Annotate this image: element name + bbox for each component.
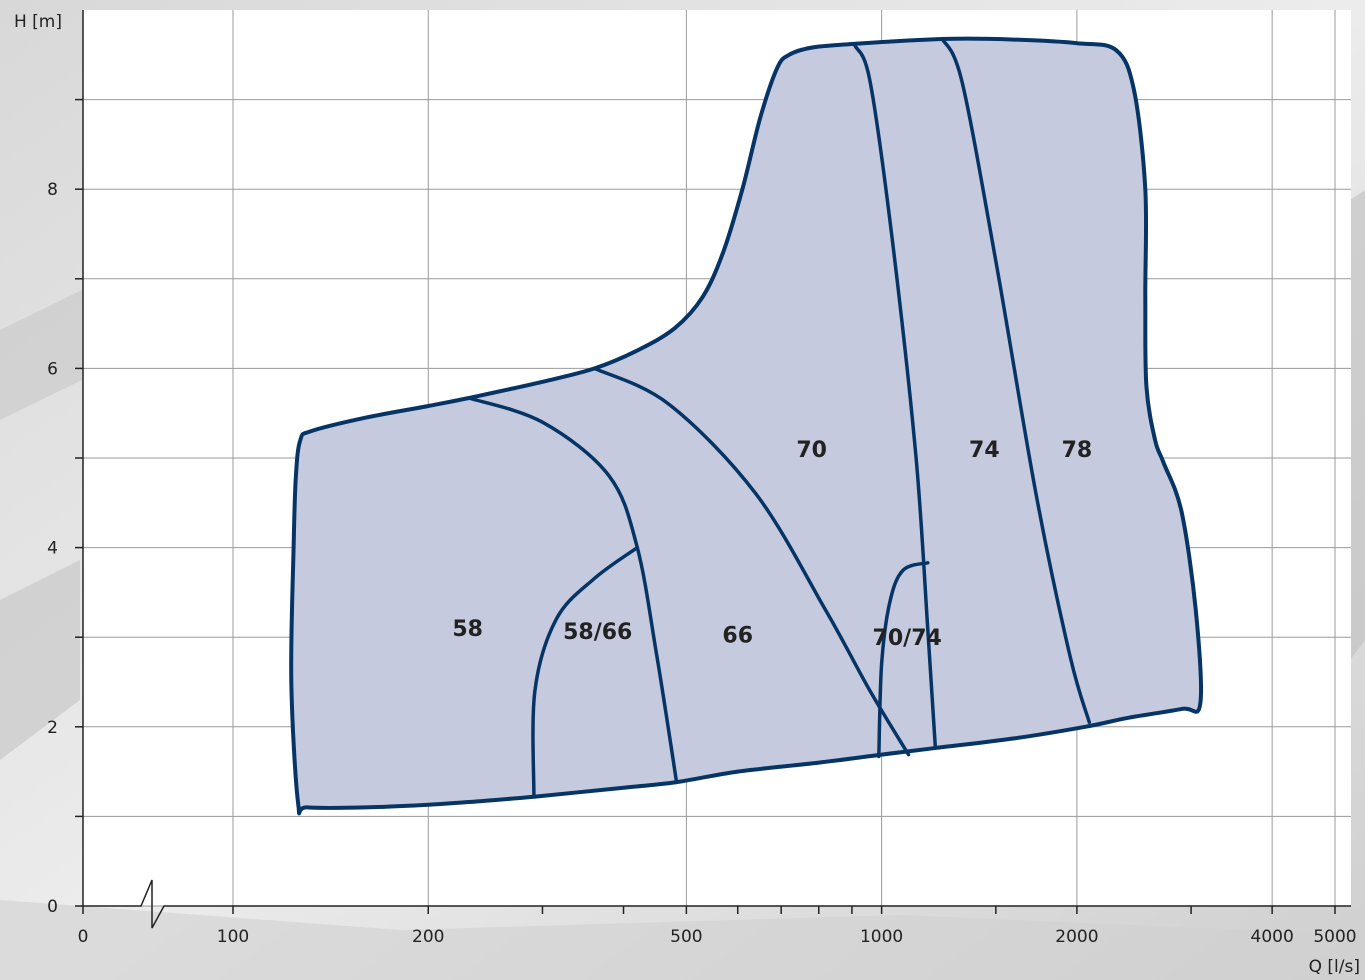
boundary-line	[877, 561, 930, 759]
y-tick-label: 0	[47, 897, 58, 917]
boundary-line	[592, 366, 911, 757]
x-tick-label: 5000	[1313, 927, 1356, 947]
region-label: 58/66	[563, 620, 632, 645]
y-tick-label: 6	[47, 359, 58, 379]
boundary-line	[467, 396, 679, 785]
x-tick-label: 0	[78, 927, 89, 947]
region-label: 70/74	[873, 626, 942, 651]
x-axis-line	[83, 879, 1351, 929]
x-tick-label: 4000	[1251, 927, 1294, 947]
x-axis-title: Q [l/s]	[1309, 957, 1360, 977]
boundary-line	[531, 545, 640, 799]
ticks: 0 100 200 500 1000 2000 4000 5000 0 2 4 6 8	[47, 98, 1357, 947]
boundary-lines	[467, 36, 1092, 799]
envelope-area	[289, 36, 1204, 816]
boundary-line	[853, 44, 938, 749]
boundary-line	[940, 36, 1092, 725]
region-labels: 58 58/66 66 70/74 70 74 78	[452, 438, 1092, 651]
x-tick-label: 500	[670, 927, 702, 947]
region-label: 58	[452, 617, 483, 642]
y-tick-label: 2	[47, 718, 58, 738]
x-tick-label: 2000	[1055, 927, 1098, 947]
region-label: 78	[1062, 438, 1093, 463]
x-tick-label: 100	[217, 927, 249, 947]
x-tick-label: 1000	[860, 927, 903, 947]
region-label: 66	[722, 624, 753, 649]
region-label: 74	[969, 438, 1000, 463]
y-tick-label: 8	[47, 180, 58, 200]
envelope-outline	[289, 36, 1204, 816]
y-tick-label: 4	[47, 539, 58, 559]
x-tick-label: 200	[412, 927, 444, 947]
y-axis-title: H [m]	[14, 12, 62, 32]
region-label: 70	[796, 438, 827, 463]
